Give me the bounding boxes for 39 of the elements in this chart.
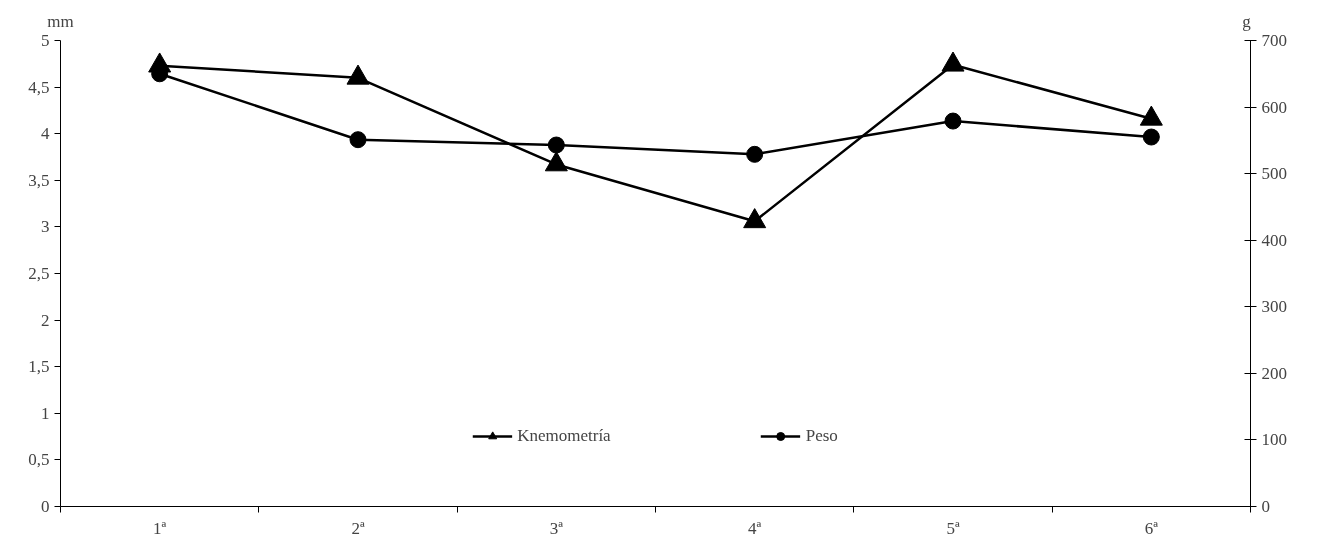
legend-label: Peso xyxy=(805,426,838,446)
point xyxy=(1139,105,1163,126)
x-tick-label: 4ª xyxy=(748,518,762,538)
x-tick-label: 1ª xyxy=(153,518,167,538)
y2-tick-label: 100 xyxy=(1261,430,1287,450)
point xyxy=(547,136,565,154)
y2-axis-title: g xyxy=(1242,11,1252,31)
y-tick-label: 5 xyxy=(41,31,50,50)
point xyxy=(349,131,367,149)
y2-tick-label: 300 xyxy=(1261,297,1287,317)
point xyxy=(1142,128,1160,146)
y-tick-label: 0 xyxy=(41,497,50,516)
x-tick-label: 6ª xyxy=(1144,518,1159,538)
point xyxy=(941,51,965,72)
point xyxy=(743,208,767,229)
point xyxy=(544,151,568,172)
y-tick-label: 1,5 xyxy=(28,357,50,377)
y-tick-label: 2 xyxy=(41,310,50,330)
point xyxy=(346,64,370,85)
y2-tick-label: 400 xyxy=(1261,230,1287,250)
y-axis-title: mm xyxy=(47,11,74,31)
x-tick-label: 2ª xyxy=(351,518,365,538)
y2-tick-label: 200 xyxy=(1261,363,1287,383)
y-tick-label: 0,5 xyxy=(28,450,50,470)
y-tick-label: 2,5 xyxy=(28,264,50,283)
y2-tick-label: 600 xyxy=(1261,97,1287,117)
y-tick-label: 4,5 xyxy=(28,77,50,97)
y-tick-label: 3,5 xyxy=(28,170,50,190)
x-tick-label: 5ª xyxy=(946,518,960,538)
x-tick-label: 3ª xyxy=(549,518,564,538)
point xyxy=(746,145,764,163)
y2-tick-label: 500 xyxy=(1261,164,1287,184)
y2-tick-label: 0 xyxy=(1261,497,1270,516)
y-tick-label: 1 xyxy=(41,403,50,423)
y-tick-label: 3 xyxy=(41,217,50,237)
y-tick-label: 4 xyxy=(41,124,50,144)
point xyxy=(944,112,962,130)
y2-tick-label: 700 xyxy=(1261,31,1287,50)
legend-label: Knemometría xyxy=(517,426,611,446)
